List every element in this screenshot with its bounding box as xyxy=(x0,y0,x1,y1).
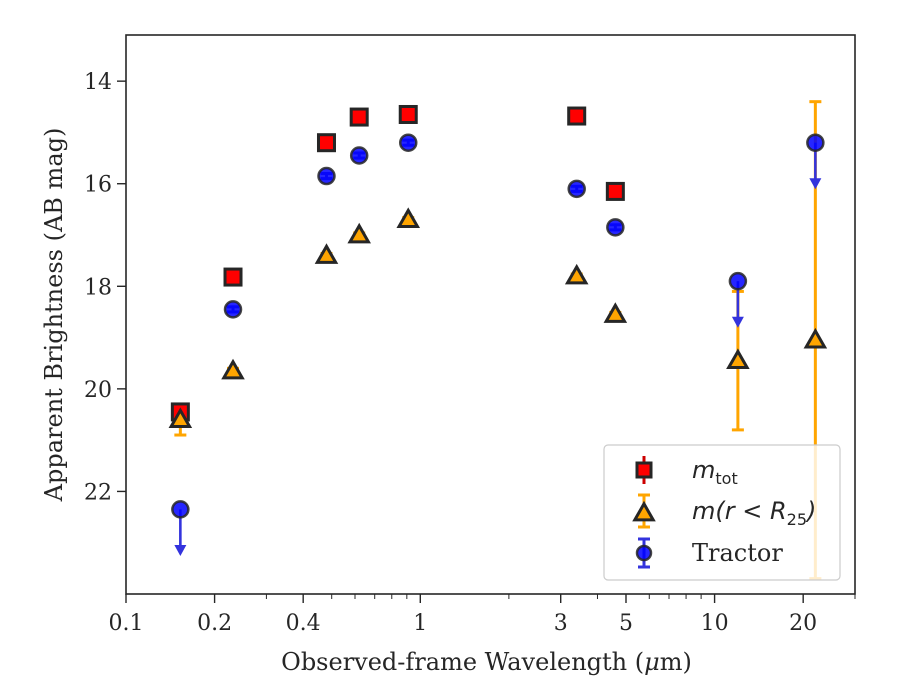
tractor-point xyxy=(398,133,418,152)
y-tick-label: 22 xyxy=(84,480,112,505)
upper-limit-arrowhead xyxy=(174,544,187,556)
upper-limit-arrowhead xyxy=(731,316,744,328)
x-axis-label: Observed-frame Wavelength (μm) xyxy=(281,648,692,676)
x-tick-label: 20 xyxy=(789,611,817,636)
x-tick-label: 0.1 xyxy=(109,611,144,636)
x-tick-label: 5 xyxy=(619,611,633,636)
x-tick-label: 10 xyxy=(701,611,729,636)
tractor-point xyxy=(806,133,825,152)
tractor-point xyxy=(728,271,748,291)
y-tick-label: 14 xyxy=(84,70,112,95)
mtot-point xyxy=(223,267,243,287)
plot-frame xyxy=(125,34,856,595)
mr25-point xyxy=(221,358,245,380)
data-marks xyxy=(168,100,828,581)
legend-mtot-marker xyxy=(635,461,653,479)
tractor-point xyxy=(606,218,625,237)
x-tick-label: 3 xyxy=(554,611,568,636)
mr25-point xyxy=(396,207,421,229)
mtot-point xyxy=(398,104,418,124)
mr25-point xyxy=(314,243,339,264)
tractor-point xyxy=(317,166,336,186)
x-tick-label: 0.2 xyxy=(197,611,232,636)
tractor-point xyxy=(171,500,190,519)
legend-box xyxy=(603,444,841,581)
mtot-point xyxy=(605,181,625,201)
legend-mr25-marker xyxy=(632,500,656,522)
mr25-point xyxy=(564,263,589,285)
mr25-point xyxy=(168,407,193,429)
tractor-point xyxy=(223,300,243,319)
y-axis-label: Apparent Brightness (AB mag) xyxy=(40,128,68,503)
mr25-point xyxy=(726,348,750,370)
x-tick-label: 0.4 xyxy=(286,611,321,636)
ticks: 0.1 0.2 0.4 1 3 5 10 20 14 16 18 20 22 xyxy=(84,70,856,636)
legend-mtot-label: mtot xyxy=(692,456,738,488)
legend-mr25-label: m(r < R25) xyxy=(692,497,816,529)
tractor-point xyxy=(349,146,369,165)
legend-tractor-marker xyxy=(635,544,653,562)
axes-frame xyxy=(125,34,856,595)
mr25-point xyxy=(803,327,828,349)
y-tick-label: 20 xyxy=(84,378,112,403)
mtot-point xyxy=(349,107,369,127)
x-tick-label: 1 xyxy=(413,611,427,636)
legend-tractor-label: Tractor xyxy=(692,539,783,567)
upper-limit-arrowhead xyxy=(809,178,822,190)
axis-labels: Observed-frame Wavelength (μm) Apparent B… xyxy=(40,128,692,676)
mr25-point xyxy=(347,222,371,244)
legend: mtot m(r < R25) Tractor xyxy=(603,444,841,581)
mr25-point xyxy=(603,302,628,323)
y-tick-label: 16 xyxy=(84,173,112,198)
mtot-point xyxy=(316,133,336,153)
mtot-point xyxy=(567,106,587,126)
tractor-point xyxy=(567,179,586,199)
y-tick-label: 18 xyxy=(84,275,112,300)
